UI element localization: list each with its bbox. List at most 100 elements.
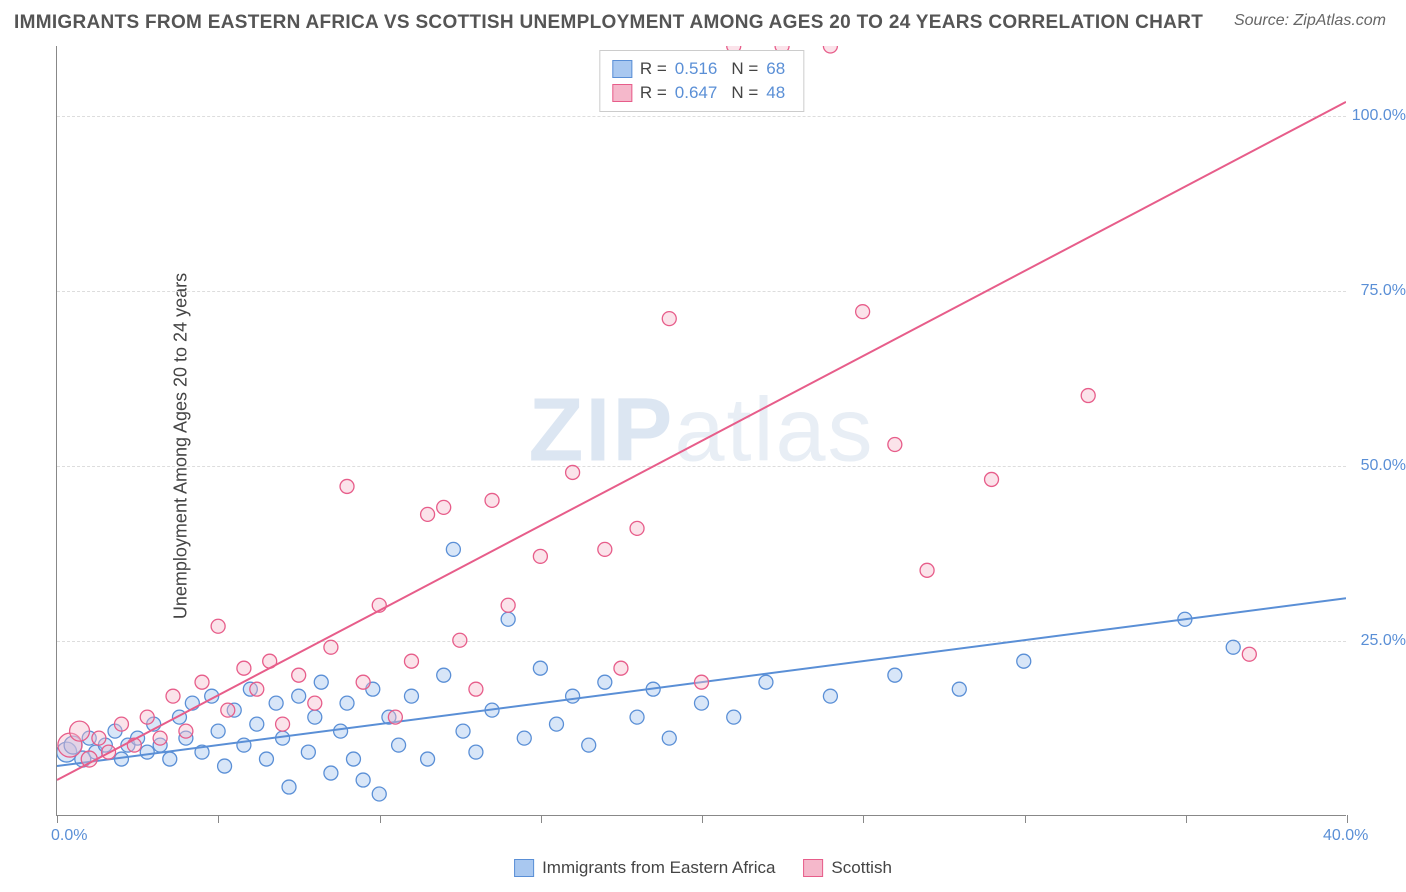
scatter-point [356,675,370,689]
legend-n-label: N = [731,81,758,105]
scatter-point [501,598,515,612]
scatter-point [404,654,418,668]
x-tick [702,815,703,823]
scatter-point [695,675,709,689]
scatter-point [662,731,676,745]
scatter-point [221,703,235,717]
scatter-point [259,752,273,766]
legend-row-series-1: R = 0.647 N = 48 [612,81,791,105]
scatter-point [324,640,338,654]
scatter-point [276,717,290,731]
scatter-point [630,521,644,535]
x-tick [863,815,864,823]
scatter-point [533,549,547,563]
x-tick [1025,815,1026,823]
scatter-point [695,696,709,710]
scatter-point [140,745,154,759]
legend-swatch-0 [514,859,534,877]
scatter-point [453,633,467,647]
scatter-point [1017,654,1031,668]
legend-r-value-0: 0.516 [675,57,718,81]
scatter-point [195,675,209,689]
scatter-point [598,675,612,689]
legend-item-1: Scottish [803,858,891,878]
scatter-point [404,689,418,703]
scatter-point [469,682,483,696]
scatter-point [533,661,547,675]
scatter-point [566,465,580,479]
legend-n-label: N = [731,57,758,81]
scatter-point [662,312,676,326]
scatter-point [314,675,328,689]
scatter-point [250,682,264,696]
plot-area: ZIPatlas R = 0.516 N = 68 R = 0.647 N = … [56,46,1346,816]
scatter-point [1226,640,1240,654]
scatter-point [1081,389,1095,403]
legend-swatch-1 [803,859,823,877]
scatter-point [952,682,966,696]
x-tick [1186,815,1187,823]
scatter-point [823,689,837,703]
scatter-point [211,619,225,633]
y-tick-label: 25.0% [1361,632,1406,650]
scatter-point [501,612,515,626]
y-tick-label: 50.0% [1361,457,1406,475]
scatter-point [727,710,741,724]
scatter-point [446,542,460,556]
x-tick [1347,815,1348,823]
scatter-point [70,721,90,741]
legend-label-0: Immigrants from Eastern Africa [542,858,775,878]
scatter-point [392,738,406,752]
scatter-point [292,668,306,682]
scatter-point [269,696,283,710]
scatter-point [292,689,306,703]
scatter-point [437,668,451,682]
scatter-point [456,724,470,738]
series-legend: Immigrants from Eastern Africa Scottish [514,858,892,878]
scatter-point [163,752,177,766]
scatter-point [823,46,837,53]
scatter-point [888,668,902,682]
y-tick-label: 75.0% [1361,282,1406,300]
scatter-point [759,675,773,689]
scatter-point [166,689,180,703]
chart-title: IMMIGRANTS FROM EASTERN AFRICA VS SCOTTI… [14,12,1203,34]
scatter-point [92,731,106,745]
scatter-point [301,745,315,759]
scatter-point [549,717,563,731]
scatter-point [566,689,580,703]
scatter-point [356,773,370,787]
legend-n-value-0: 68 [766,57,785,81]
x-tick [380,815,381,823]
scatter-point [340,479,354,493]
source-attribution: Source: ZipAtlas.com [1234,12,1386,30]
scatter-point [388,710,402,724]
scatter-point [346,752,360,766]
legend-r-label: R = [640,57,667,81]
x-tick [218,815,219,823]
scatter-point [614,661,628,675]
scatter-point [250,717,264,731]
legend-r-value-1: 0.647 [675,81,718,105]
scatter-point [308,710,322,724]
scatter-point [153,731,167,745]
swatch-series-0 [612,60,632,78]
scatter-point [856,305,870,319]
scatter-point [1242,647,1256,661]
legend-r-label: R = [640,81,667,105]
scatter-point [485,493,499,507]
scatter-point [324,766,338,780]
chart-svg [57,46,1346,815]
legend-label-1: Scottish [831,858,891,878]
scatter-point [630,710,644,724]
correlation-legend: R = 0.516 N = 68 R = 0.647 N = 48 [599,50,804,112]
legend-n-value-1: 48 [766,81,785,105]
scatter-point [237,661,251,675]
scatter-point [372,787,386,801]
scatter-point [340,696,354,710]
scatter-point [598,542,612,556]
scatter-point [282,780,296,794]
y-tick-label: 100.0% [1352,107,1406,125]
scatter-point [114,717,128,731]
scatter-point [421,752,435,766]
